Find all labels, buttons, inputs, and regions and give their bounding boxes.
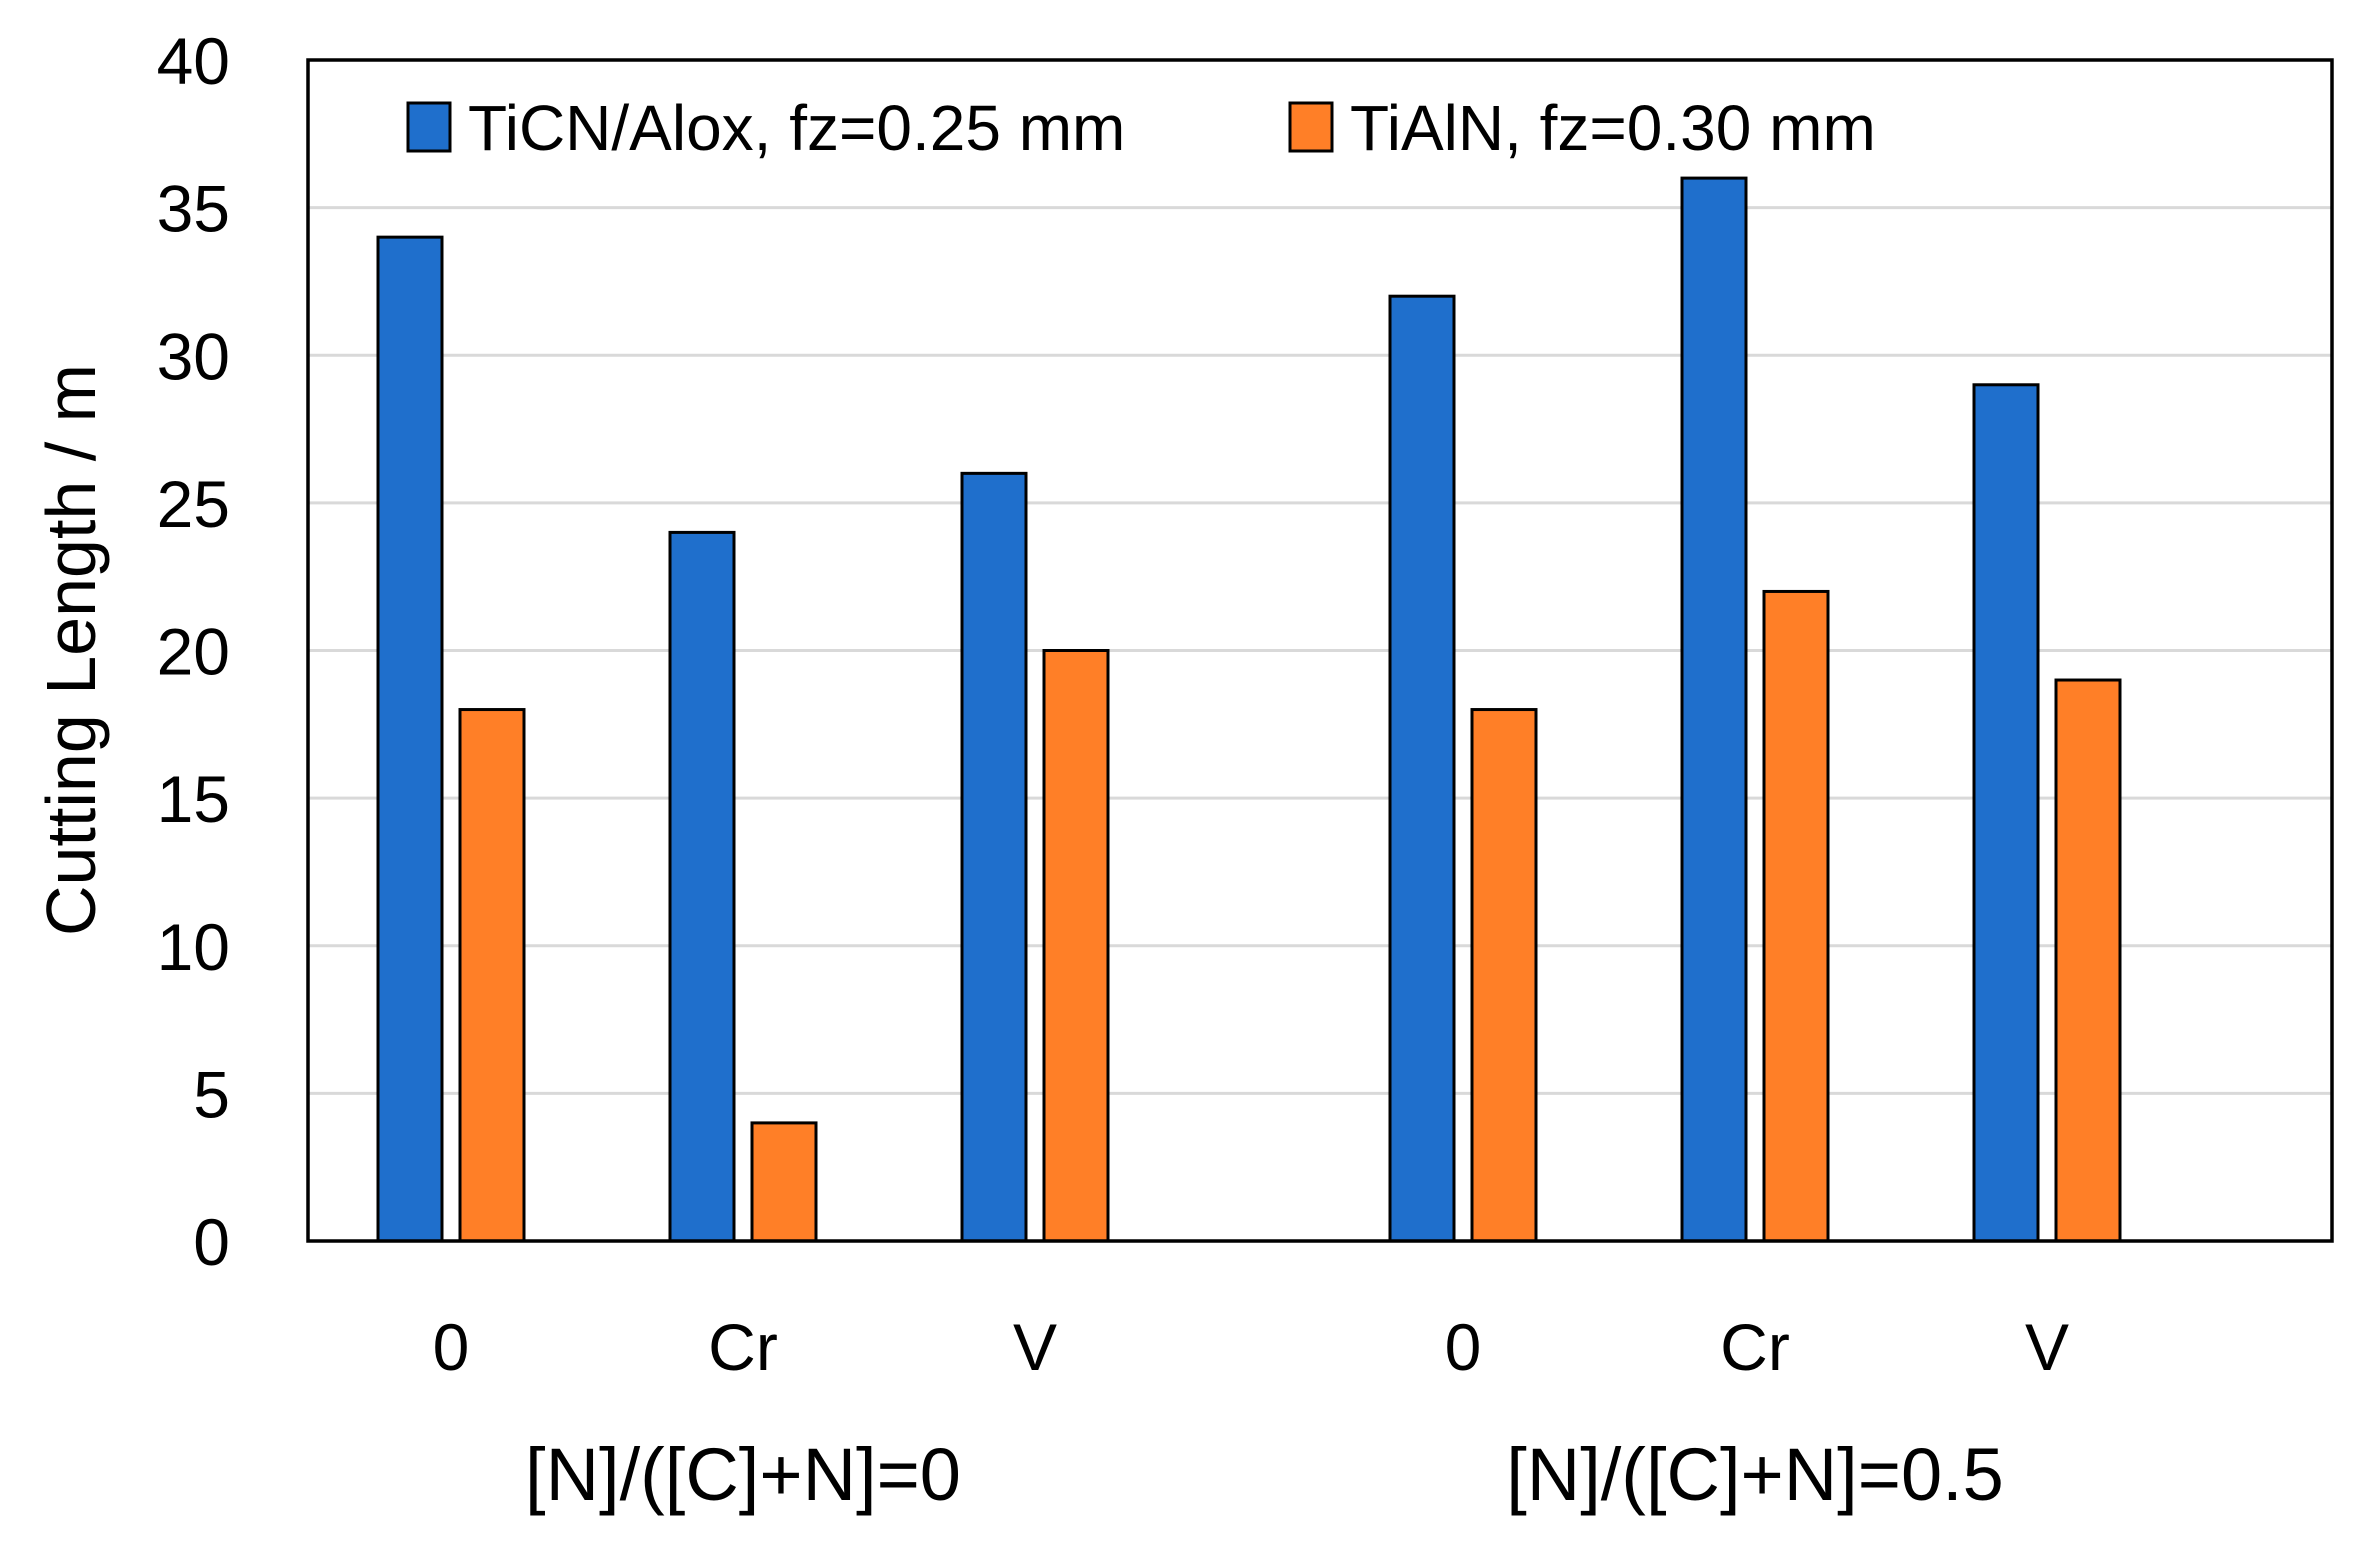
x-group-label: [N]/([C]+N]=0	[525, 1433, 961, 1516]
gridlines	[308, 206, 2332, 1095]
bar-series-2-[N]/([C]+N]=0-Cr	[750, 1121, 818, 1243]
y-tick-label: 35	[157, 172, 230, 246]
y-tick-label: 30	[157, 319, 230, 393]
bar-series-2-[N]/([C]+N]=0-0	[458, 708, 526, 1243]
x-tick-label: 0	[433, 1310, 470, 1384]
x-group-label: [N]/([C]+N]=0.5	[1506, 1433, 2004, 1516]
legend-swatch-series-2	[1288, 101, 1334, 153]
y-tick-label: 40	[157, 24, 230, 98]
y-axis-title: Cutting Length / m	[32, 364, 110, 936]
bar-series-2-[N]/([C]+N]=0-V	[1042, 649, 1110, 1243]
bar-series-1-[N]/([C]+N]=0-V	[960, 471, 1028, 1243]
y-tick-labels: 0 5 10 15 20 25 30 35 40	[157, 24, 230, 1279]
x-tick-label: Cr	[708, 1310, 778, 1384]
bar-series-2-[N]/([C]+N]=0.5-0	[1470, 708, 1538, 1243]
bar-series-1-[N]/([C]+N]=0.5-0	[1388, 294, 1456, 1243]
y-tick-label: 5	[193, 1057, 230, 1131]
y-tick-label: 0	[193, 1205, 230, 1279]
bar-series-1-[N]/([C]+N]=0.5-V	[1972, 383, 2040, 1243]
y-tick-label: 15	[157, 762, 230, 836]
x-tick-label: V	[1013, 1310, 1057, 1384]
x-tick-labels: 0 Cr V 0 Cr V	[433, 1310, 2069, 1384]
bar-series-1-[N]/([C]+N]=0-0	[376, 235, 444, 1243]
legend: TiCN/Alox, fz=0.25 mm TiAlN, fz=0.30 mm	[406, 92, 1876, 164]
legend-swatch-series-1	[406, 101, 452, 153]
bar-series-1-[N]/([C]+N]=0.5-Cr	[1680, 176, 1748, 1243]
bar-series-2-[N]/([C]+N]=0.5-Cr	[1762, 589, 1830, 1243]
legend-label-series-1: TiCN/Alox, fz=0.25 mm	[468, 92, 1125, 164]
bar-series-2-[N]/([C]+N]=0.5-V	[2054, 678, 2122, 1243]
x-tick-label: V	[2025, 1310, 2069, 1384]
x-tick-label: Cr	[1720, 1310, 1790, 1384]
y-tick-label: 10	[157, 910, 230, 984]
bars	[376, 176, 2122, 1243]
y-tick-label: 20	[157, 615, 230, 689]
plot-frame	[306, 58, 2334, 1243]
bar-series-1-[N]/([C]+N]=0-Cr	[668, 530, 736, 1243]
x-group-labels: [N]/([C]+N]=0 [N]/([C]+N]=0.5	[525, 1433, 2004, 1516]
y-tick-label: 25	[157, 467, 230, 541]
x-tick-label: 0	[1445, 1310, 1482, 1384]
legend-label-series-2: TiAlN, fz=0.30 mm	[1350, 92, 1876, 164]
